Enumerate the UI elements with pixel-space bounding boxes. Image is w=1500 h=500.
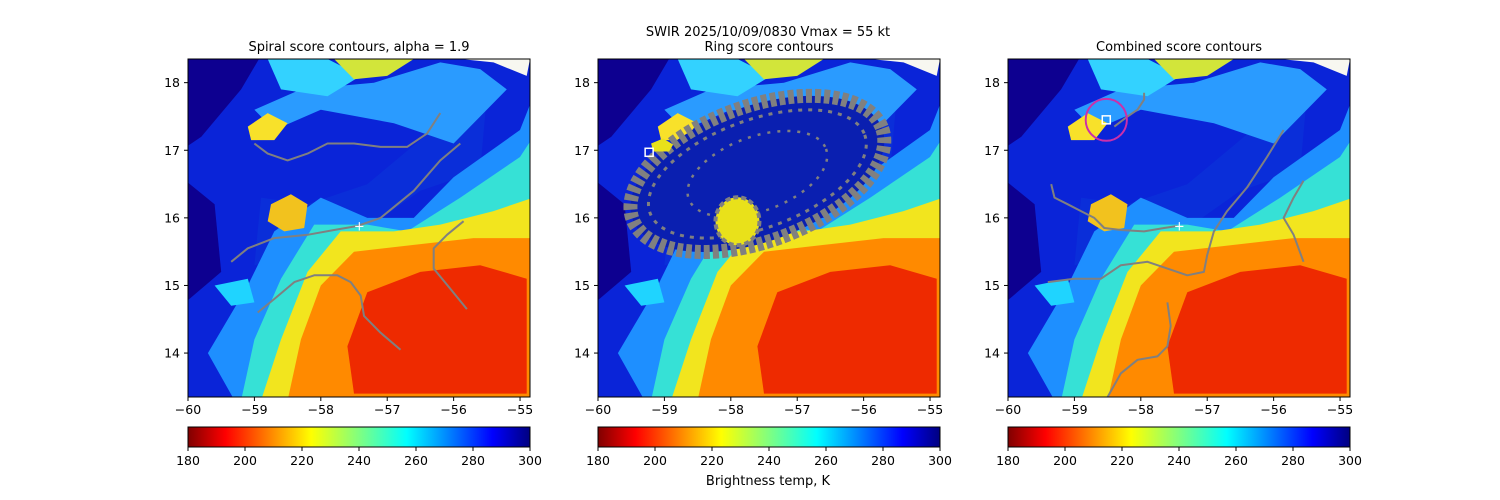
colorbar-tick-label: 220 bbox=[700, 453, 724, 468]
colorbar-tick-label: 180 bbox=[996, 453, 1020, 468]
x-tick-label: −56 bbox=[850, 402, 876, 417]
y-tick-label: 18 bbox=[984, 75, 1000, 90]
center-marker: + bbox=[1174, 220, 1185, 235]
y-tick-label: 18 bbox=[164, 75, 180, 90]
y-tick-label: 16 bbox=[164, 210, 180, 225]
y-tick-label: 16 bbox=[984, 210, 1000, 225]
x-tick-label: −59 bbox=[241, 402, 267, 417]
score-contour-line bbox=[1047, 129, 1285, 284]
chart-panel-1: Spiral score contours, alpha = 1.9 + −60 −5… bbox=[164, 40, 542, 468]
x-tick-label: −56 bbox=[1260, 402, 1286, 417]
x-tick-label: −55 bbox=[917, 402, 943, 417]
colorbar-tick-label: 200 bbox=[1053, 453, 1077, 468]
x-tick-label: −57 bbox=[374, 402, 400, 417]
colorbar-tick-label: 240 bbox=[347, 453, 371, 468]
score-contour-line bbox=[1113, 92, 1146, 128]
score-circle bbox=[1084, 97, 1128, 142]
y-tick-label: 15 bbox=[574, 278, 590, 293]
x-tick-label: −59 bbox=[651, 402, 677, 417]
colorbar-tick-label: 200 bbox=[643, 453, 667, 468]
y-tick-label: 16 bbox=[574, 210, 590, 225]
y-tick-label: 18 bbox=[574, 75, 590, 90]
colorbar-tick-label: 300 bbox=[518, 453, 542, 468]
colorbar-label: Brightness temp, K bbox=[706, 474, 831, 489]
y-tick-label: 14 bbox=[574, 346, 590, 361]
center-marker: + bbox=[354, 220, 365, 235]
axes-frame bbox=[187, 58, 531, 398]
axes-frame bbox=[1007, 58, 1351, 398]
colorbar-tick-label: 220 bbox=[290, 453, 314, 468]
colorbar-tick-label: 220 bbox=[1110, 453, 1134, 468]
y-tick-label: 14 bbox=[984, 346, 1000, 361]
chart-panel-3: Combined score contours + −60 −59 −58 −57 −56 −… bbox=[984, 40, 1362, 468]
brightness-temp-image bbox=[188, 59, 530, 397]
brightness-temp-image bbox=[1008, 59, 1350, 397]
colorbar: 180 200 220 240 260 280 300 bbox=[176, 426, 542, 468]
score-contour-line bbox=[257, 274, 402, 351]
x-tick-label: −58 bbox=[1128, 402, 1154, 417]
colorbar-tick-label: 180 bbox=[176, 453, 200, 468]
score-contour-line bbox=[1050, 183, 1178, 233]
x-tick-label: −57 bbox=[1194, 402, 1220, 417]
score-contour-line bbox=[253, 112, 442, 162]
colorbar-tick-label: 280 bbox=[871, 453, 895, 468]
square-marker bbox=[644, 147, 654, 158]
colorbar-tick-label: 260 bbox=[404, 453, 428, 468]
colorbar-tick-label: 280 bbox=[1281, 453, 1305, 468]
panel-title: Spiral score contours, alpha = 1.9 bbox=[248, 40, 469, 55]
colorbar: 180 200 220 240 260 280 300 bbox=[996, 426, 1362, 468]
axes-frame bbox=[597, 58, 941, 398]
y-tick-label: 15 bbox=[164, 278, 180, 293]
colorbar-tick-label: 260 bbox=[814, 453, 838, 468]
panel-title: Combined score contours bbox=[1096, 40, 1262, 55]
colorbar-tick-label: 300 bbox=[928, 453, 952, 468]
ring-contour-region bbox=[623, 88, 892, 260]
colorbar-tick-label: 200 bbox=[233, 453, 257, 468]
y-tick-label: 17 bbox=[574, 143, 590, 158]
score-contour-line bbox=[230, 142, 461, 263]
x-tick-label: −58 bbox=[718, 402, 744, 417]
score-contour-line bbox=[1282, 180, 1305, 263]
square-marker bbox=[1101, 115, 1112, 125]
y-tick-label: 17 bbox=[164, 143, 180, 158]
y-tick-label: 15 bbox=[984, 278, 1000, 293]
colorbar-tick-label: 240 bbox=[757, 453, 781, 468]
panel-title: Ring score contours bbox=[704, 40, 833, 55]
colorbar: 180 200 220 240 260 280 300 bbox=[586, 426, 952, 468]
x-tick-label: −60 bbox=[995, 402, 1021, 417]
y-tick-label: 14 bbox=[164, 346, 180, 361]
score-contour-line bbox=[432, 220, 468, 310]
x-tick-label: −60 bbox=[175, 402, 201, 417]
colorbar-tick-label: 280 bbox=[461, 453, 485, 468]
x-tick-label: −56 bbox=[440, 402, 466, 417]
x-tick-label: −58 bbox=[308, 402, 334, 417]
chart-panel-2: Ring score contours −60 −59 −58 −57 −56 −55 14 1… bbox=[574, 40, 952, 468]
y-tick-label: 17 bbox=[984, 143, 1000, 158]
x-tick-label: −59 bbox=[1061, 402, 1087, 417]
figure-suptitle: SWIR 2025/10/09/0830 Vmax = 55 kt bbox=[646, 25, 890, 40]
colorbar-tick-label: 300 bbox=[1338, 453, 1362, 468]
score-contour-line bbox=[1106, 302, 1172, 397]
x-tick-label: −57 bbox=[784, 402, 810, 417]
x-tick-label: −60 bbox=[585, 402, 611, 417]
x-tick-label: −55 bbox=[1327, 402, 1353, 417]
colorbar-tick-label: 180 bbox=[586, 453, 610, 468]
x-tick-label: −55 bbox=[507, 402, 533, 417]
colorbar-tick-label: 260 bbox=[1224, 453, 1248, 468]
colorbar-tick-label: 240 bbox=[1167, 453, 1191, 468]
